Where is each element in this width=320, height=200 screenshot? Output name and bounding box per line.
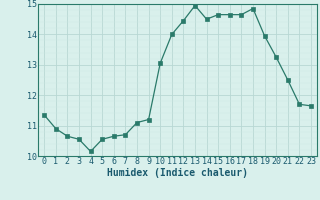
X-axis label: Humidex (Indice chaleur): Humidex (Indice chaleur) [107, 168, 248, 178]
